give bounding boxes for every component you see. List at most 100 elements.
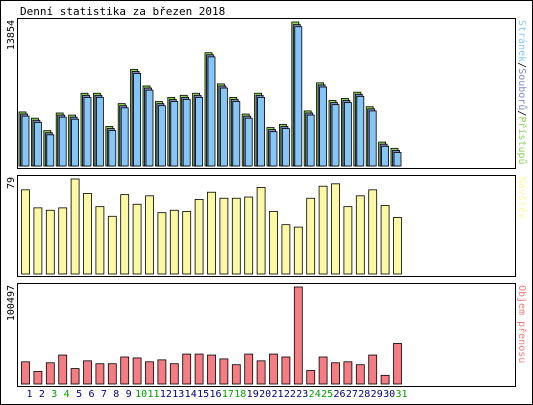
bar-objem-přenosu-30	[380, 374, 390, 385]
x-tick-label-25: 25	[321, 389, 333, 400]
x-tick-label-26: 26	[333, 389, 345, 400]
bar-stránek-29	[368, 110, 377, 167]
bar-návštěv-7	[95, 206, 105, 275]
bar-stránek-24	[306, 114, 315, 167]
bar-objem-přenosu-27	[343, 361, 353, 385]
x-tick-label-1: 1	[26, 389, 32, 400]
panel-middle: 79 Návštěv	[6, 175, 528, 277]
bar-návštěv-19	[244, 196, 254, 275]
bar-objem-přenosu-4	[58, 354, 68, 385]
panel-max-label: 100497	[6, 285, 17, 321]
bar-návštěv-6	[83, 193, 92, 275]
x-tick-label-27: 27	[346, 389, 358, 400]
bar-objem-přenosu-1	[21, 361, 30, 385]
x-tick-label-8: 8	[113, 389, 119, 400]
bar-stránek-6	[83, 96, 92, 167]
bar-stránek-30	[381, 145, 390, 167]
bar-návštěv-8	[107, 215, 117, 275]
bar-objem-přenosu-26	[331, 362, 340, 385]
bar-objem-přenosu-16	[207, 354, 216, 385]
x-tick-label-29: 29	[371, 389, 383, 400]
x-tick-label-4: 4	[64, 389, 70, 400]
bar-návštěv-12	[157, 212, 167, 275]
bar-návštěv-18	[231, 197, 241, 275]
bar-objem-přenosu-23	[293, 286, 303, 385]
bar-návštěv-20	[256, 187, 266, 275]
chart-title: Denní statistika za březen 2018	[20, 5, 225, 18]
series-label-part: Návštěv	[516, 177, 528, 219]
bar-stránek-7	[96, 96, 104, 167]
bar-stránek-9	[120, 107, 129, 167]
x-tick-label-23: 23	[296, 389, 308, 400]
x-tick-label-30: 30	[383, 389, 395, 400]
series-label-part: /	[516, 62, 527, 68]
bar-stránek-16	[207, 56, 216, 167]
x-axis-labels: 1 2 3 4 5 6 7 8 9 10 11 12 13 14 15 16 17 18 19 20 21 22 23 24 2…	[26, 389, 407, 400]
bar-objem-přenosu-10	[132, 357, 142, 385]
panel-max-label: 13854	[6, 20, 17, 50]
bar-objem-přenosu-31	[393, 343, 402, 385]
bar-stránek-12	[157, 105, 166, 167]
bar-návštěv-28	[355, 195, 365, 275]
bar-stránek-19	[244, 117, 253, 167]
x-tick-label-12: 12	[160, 389, 172, 400]
x-tick-label-20: 20	[259, 389, 271, 400]
series-label-part: Souborů	[516, 68, 528, 110]
bar-stránek-2	[34, 121, 42, 167]
bar-návštěv-23	[293, 226, 303, 275]
series-label-part: /	[516, 110, 527, 116]
bar-objem-přenosu-17	[219, 358, 229, 385]
series-label-part: Objem přenosu	[516, 285, 528, 363]
x-tick-label-17: 17	[222, 389, 234, 400]
panel-frame	[17, 175, 516, 277]
bar-objem-přenosu-13	[169, 363, 179, 385]
bar-návštěv-4	[58, 207, 68, 275]
bar-stránek-21	[269, 131, 278, 167]
bar-objem-přenosu-12	[157, 359, 167, 385]
bar-objem-přenosu-21	[269, 353, 278, 385]
bar-stránek-10	[133, 73, 142, 167]
x-tick-label-9: 9	[126, 389, 132, 400]
bar-stránek-15	[195, 96, 204, 167]
x-tick-label-19: 19	[247, 389, 259, 400]
bar-návštěv-22	[281, 224, 291, 275]
bar-stránek-14	[182, 99, 191, 167]
x-tick-label-28: 28	[358, 389, 370, 400]
bar-návštěv-21	[269, 211, 278, 275]
panel-frame	[17, 283, 516, 387]
series-label-part: Přístupů	[516, 116, 528, 164]
bar-stránek-23	[294, 26, 303, 167]
bar-objem-přenosu-29	[368, 354, 378, 385]
bar-návštěv-11	[145, 195, 154, 275]
panel-series-label: Návštěv	[516, 177, 528, 219]
bar-objem-přenosu-7	[95, 363, 105, 385]
x-tick-label-31: 31	[395, 389, 407, 400]
bar-stránek-20	[257, 96, 266, 167]
x-tick-label-6: 6	[88, 389, 94, 400]
bar-stránek-28	[356, 95, 365, 167]
bar-objem-přenosu-28	[355, 364, 365, 385]
bar-objem-přenosu-8	[107, 363, 117, 385]
bar-návštěv-16	[207, 191, 216, 275]
x-tick-label-3: 3	[51, 389, 57, 400]
x-tick-label-24: 24	[309, 389, 321, 400]
x-tick-label-16: 16	[209, 389, 221, 400]
bar-návštěv-31	[393, 217, 402, 275]
x-tick-label-2: 2	[39, 389, 45, 400]
bar-objem-přenosu-9	[120, 356, 130, 385]
bar-návštěv-26	[331, 183, 340, 275]
x-tick-label-21: 21	[271, 389, 283, 400]
bar-objem-přenosu-6	[83, 360, 92, 385]
bar-stránek-17	[219, 87, 228, 167]
bar-stránek-11	[145, 89, 154, 167]
bar-stránek-13	[170, 101, 179, 167]
bar-stránek-8	[108, 130, 117, 167]
bar-návštěv-13	[169, 209, 179, 275]
bar-objem-přenosu-15	[194, 353, 204, 385]
bar-stránek-3	[46, 134, 55, 167]
x-tick-label-22: 22	[284, 389, 296, 400]
x-tick-label-5: 5	[76, 389, 82, 400]
bar-návštěv-30	[380, 205, 390, 275]
bar-objem-přenosu-25	[318, 356, 328, 385]
